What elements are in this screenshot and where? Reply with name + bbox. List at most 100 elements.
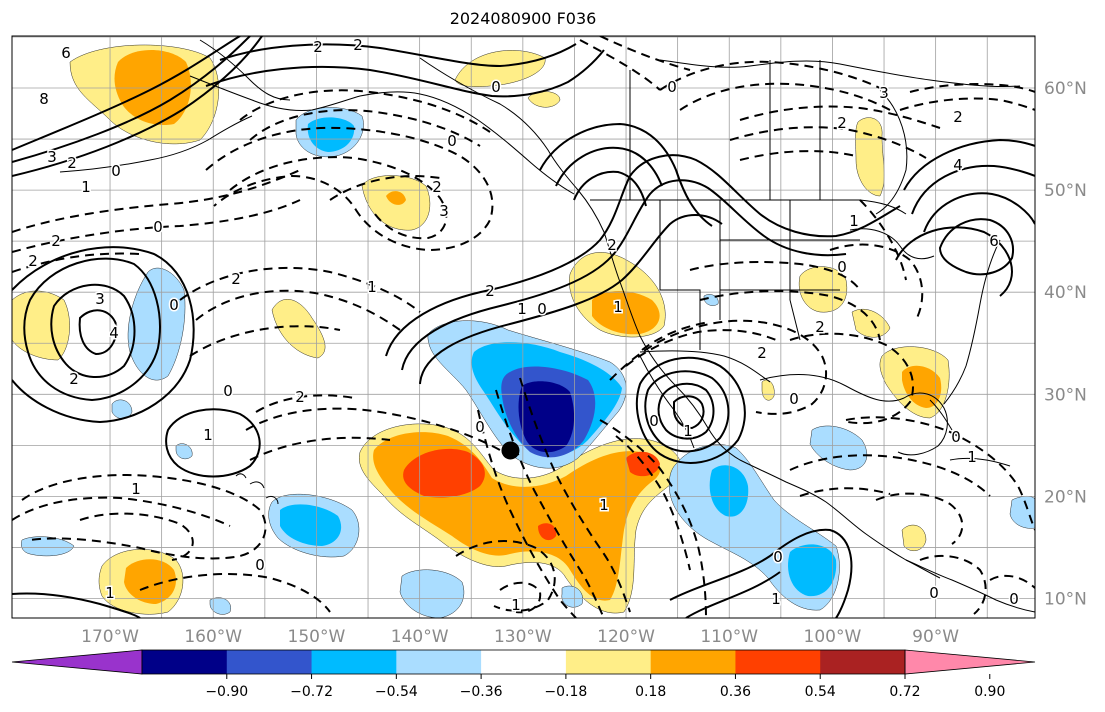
longitude-labels: 170°W 160°W 150°W 140°W 130°W 120°W 110°W 100°W… bbox=[81, 627, 959, 647]
colorbar-tick-label: 0.36 bbox=[720, 684, 751, 700]
contour-dashed bbox=[739, 105, 941, 129]
contour-solid bbox=[23, 257, 161, 402]
contour-dashed bbox=[989, 574, 1035, 589]
shade-neg-090 bbox=[518, 381, 575, 453]
contour-solid bbox=[573, 170, 647, 207]
contour-dashed bbox=[679, 82, 891, 111]
contour-dashed bbox=[599, 419, 707, 618]
contour-dashed bbox=[255, 394, 355, 413]
contour-solid bbox=[938, 218, 1014, 276]
contour-dashed bbox=[699, 290, 881, 341]
contour-dashed bbox=[609, 319, 828, 415]
border-canada-us bbox=[590, 199, 907, 215]
contour-dashed bbox=[625, 329, 777, 367]
contour-value-label: 0 bbox=[255, 556, 265, 574]
contour-value-label: 2 bbox=[607, 236, 617, 254]
contour-value-label: 4 bbox=[953, 156, 963, 174]
lon-label: 110°W bbox=[700, 627, 758, 647]
contour-dashed bbox=[615, 435, 691, 571]
contour-value-label: 1 bbox=[511, 596, 521, 614]
hawaii-2 bbox=[265, 495, 279, 505]
contour-dashed bbox=[189, 325, 341, 357]
colorbar-tick-label: −0.54 bbox=[375, 684, 418, 700]
contour-dashed bbox=[21, 474, 267, 560]
shade-neg-036 bbox=[111, 399, 133, 419]
contour-solid bbox=[12, 36, 263, 177]
contour-value-label: 1 bbox=[367, 278, 377, 296]
colorbar-tick-label: −0.72 bbox=[290, 684, 333, 700]
contour-dashed bbox=[12, 252, 141, 273]
state-line-1 bbox=[659, 200, 701, 350]
contour-value-label: 0 bbox=[1009, 590, 1019, 608]
contour-dashed bbox=[245, 407, 501, 451]
contour-solid bbox=[555, 146, 663, 187]
shade-neg-036 bbox=[21, 536, 75, 557]
contour-value-label: 0 bbox=[667, 78, 677, 96]
contour-dashed bbox=[79, 512, 194, 561]
lat-label: 40°N bbox=[1044, 283, 1087, 303]
contour-solid bbox=[685, 571, 781, 618]
contour-value-label: 2 bbox=[485, 282, 495, 300]
contour-dashed bbox=[845, 416, 1035, 531]
contour-dashed bbox=[249, 109, 481, 147]
contour-dashed bbox=[495, 389, 605, 618]
contour-solid bbox=[644, 370, 730, 453]
colorbar-tick-label: −0.18 bbox=[544, 684, 587, 700]
contour-value-label: 1 bbox=[599, 496, 609, 514]
contour-value-label: 1 bbox=[771, 590, 781, 608]
lon-label: 120°W bbox=[597, 627, 655, 647]
contour-value-label: 0 bbox=[649, 412, 659, 430]
contour-value-label: 0 bbox=[537, 300, 547, 318]
contour-value-label: 2 bbox=[28, 252, 38, 270]
contour-value-label: 0 bbox=[169, 296, 179, 314]
contour-value-label: 0 bbox=[491, 78, 501, 96]
colorbar-segment bbox=[735, 650, 821, 674]
contour-dashed bbox=[239, 89, 491, 133]
contour-dashed bbox=[789, 332, 914, 425]
contour-dashed bbox=[195, 289, 401, 331]
lon-label: 170°W bbox=[81, 627, 139, 647]
shade-pos-054 bbox=[403, 448, 485, 498]
colorbar-extend-high bbox=[904, 649, 1036, 675]
contour-value-label: 1 bbox=[517, 300, 527, 318]
shade-pos-018 bbox=[851, 308, 891, 338]
contour-value-label: 1 bbox=[683, 422, 693, 440]
contour-dashed bbox=[641, 321, 711, 351]
contour-value-label: 1 bbox=[105, 584, 115, 602]
colorbar-tick-label: 0.72 bbox=[889, 684, 920, 700]
contour-solid bbox=[911, 164, 1035, 215]
colorbar-tick-label: −0.36 bbox=[460, 684, 503, 700]
lon-label: 160°W bbox=[184, 627, 242, 647]
border-us-mexico bbox=[639, 350, 771, 383]
contour-dashed bbox=[599, 36, 691, 71]
lon-label: 90°W bbox=[912, 627, 959, 647]
contour-dashed bbox=[12, 496, 231, 527]
colorbar-segment bbox=[226, 650, 313, 674]
contour-value-label: 2 bbox=[51, 232, 61, 250]
location-marker bbox=[501, 441, 520, 460]
colorbar-segment bbox=[142, 650, 228, 674]
shade-neg-036 bbox=[127, 267, 186, 381]
contour-dashed bbox=[875, 492, 964, 545]
lon-label: 150°W bbox=[288, 627, 346, 647]
contour-solid bbox=[12, 592, 141, 618]
contour-value-label: 2 bbox=[295, 388, 305, 406]
contour-value-label: 1 bbox=[613, 298, 623, 316]
colorbar-tick-label: 0.54 bbox=[805, 684, 836, 700]
lat-label: 10°N bbox=[1044, 590, 1087, 610]
contour-value-label: 2 bbox=[815, 318, 825, 336]
coastline-gulf-mexico bbox=[759, 374, 948, 456]
graticule bbox=[12, 36, 1035, 618]
contour-solid bbox=[657, 382, 715, 440]
lon-label: 100°W bbox=[804, 627, 862, 647]
contour-dashed bbox=[12, 199, 301, 253]
contour-dashed bbox=[205, 126, 494, 252]
shade-pos-018 bbox=[855, 117, 885, 197]
latitude-labels: 60°N 50°N 40°N 30°N 20°N 10°N bbox=[1044, 79, 1087, 610]
contour-value-label: 2 bbox=[67, 154, 77, 172]
contour-value-label: 1 bbox=[967, 448, 977, 466]
anomaly-shading bbox=[12, 44, 1035, 618]
shade-neg-054 bbox=[788, 544, 837, 597]
contour-value-label: 3 bbox=[95, 290, 105, 308]
